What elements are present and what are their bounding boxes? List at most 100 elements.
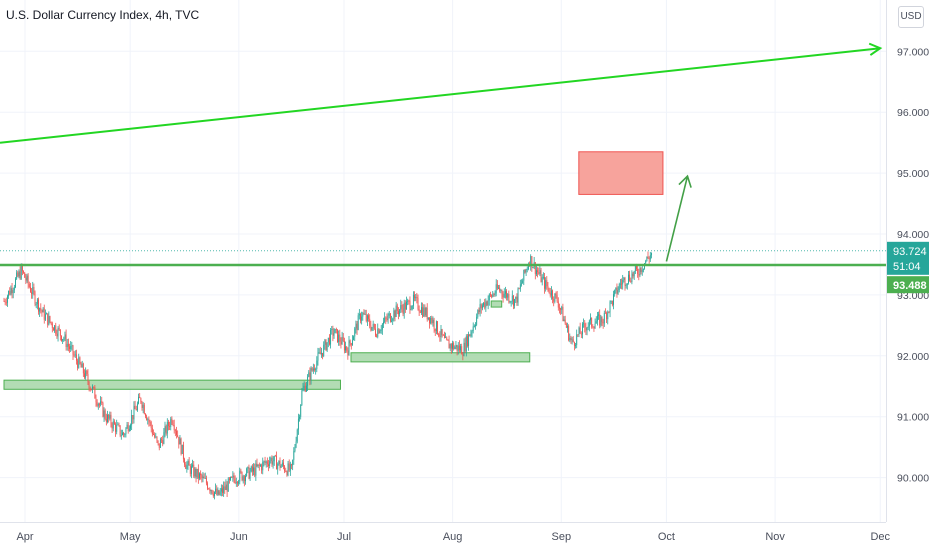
candle-body — [96, 402, 98, 406]
candle-body — [501, 290, 503, 295]
candle-body — [484, 302, 486, 308]
candle-body — [85, 370, 87, 378]
candle-body — [332, 328, 334, 336]
candle-body — [179, 438, 181, 445]
candle-body — [186, 465, 188, 469]
candle-body — [506, 291, 507, 298]
candle-body — [424, 307, 426, 316]
candle-body — [264, 461, 266, 463]
candle-body — [408, 300, 410, 302]
projection-arrow — [665, 175, 689, 262]
candle-body — [398, 310, 399, 315]
candle-body — [393, 310, 395, 319]
candle-body — [165, 426, 167, 434]
candle-body — [400, 305, 402, 310]
candle-body — [377, 328, 379, 337]
candle-body — [570, 337, 572, 340]
candle-body — [346, 346, 348, 351]
candle-body — [158, 443, 160, 448]
candle-body — [156, 436, 158, 441]
candle-body — [10, 288, 12, 295]
candle-body — [246, 468, 248, 476]
candle-body — [392, 318, 394, 321]
candle-body — [9, 290, 11, 295]
support-zone — [3, 379, 341, 390]
candle-body — [628, 274, 629, 284]
candle-body — [407, 300, 409, 302]
candle-body — [588, 320, 590, 327]
candle-body — [28, 284, 30, 287]
candle-body — [315, 368, 317, 370]
candle-body — [166, 421, 168, 434]
time-axis[interactable]: Apr May Jun Jul Aug Sep Oct Nov Dec — [16, 531, 890, 543]
currency-button[interactable]: USD — [898, 6, 924, 28]
y-tick-label: 90.000 — [897, 473, 929, 485]
candle-body — [8, 290, 10, 297]
candle-body — [263, 461, 265, 463]
candle-body — [231, 476, 233, 478]
candle-body — [247, 466, 249, 469]
candle-body — [135, 409, 137, 411]
candle-body — [11, 288, 13, 294]
candle-body — [41, 310, 43, 313]
candle-body — [441, 329, 443, 335]
candle-body — [395, 305, 397, 317]
candle-body — [57, 327, 59, 337]
candle-body — [562, 307, 564, 322]
candle-body — [561, 307, 563, 310]
candle-body — [363, 313, 365, 315]
candle-body — [636, 266, 637, 269]
candle-body — [199, 473, 200, 479]
candle-body — [93, 386, 95, 388]
candle-body — [109, 414, 111, 419]
candle-body — [276, 455, 277, 470]
candle-body — [143, 404, 145, 414]
candle-body — [249, 471, 251, 479]
candle-body — [575, 345, 576, 346]
candle-body — [245, 475, 246, 482]
candle-body — [103, 410, 105, 417]
candle-body — [233, 475, 235, 480]
candle-body — [284, 466, 286, 472]
candle-body — [214, 491, 215, 497]
candle-body — [510, 301, 512, 303]
x-tick-label: Dec — [870, 531, 890, 543]
candle-body — [634, 266, 636, 272]
candle-body — [401, 305, 403, 309]
candle-body — [102, 402, 104, 417]
candle-body — [3, 300, 5, 302]
candle-body — [82, 363, 84, 374]
candle-body — [516, 296, 518, 303]
candle-body — [559, 307, 560, 309]
candle-body — [649, 255, 651, 260]
candle-body — [157, 440, 159, 444]
candle-body — [219, 491, 221, 495]
candle-body — [113, 421, 115, 425]
candle-body — [130, 425, 131, 429]
candle-body — [500, 290, 502, 292]
candle-body — [569, 337, 571, 341]
candle-body — [396, 305, 398, 311]
candle-body — [537, 270, 539, 273]
candle-body — [545, 280, 547, 289]
candle-body — [287, 463, 289, 476]
candle-body — [355, 323, 357, 329]
trend-line — [0, 47, 881, 144]
candle-body — [433, 319, 435, 329]
candle-body — [591, 317, 593, 327]
candle-body — [475, 324, 476, 327]
candle-body — [253, 467, 254, 472]
candle-body — [590, 317, 591, 321]
candle-body — [639, 267, 641, 276]
candle-body — [226, 484, 228, 492]
candle-body — [217, 490, 219, 495]
candle-body — [248, 466, 250, 479]
candle-body — [58, 327, 60, 330]
candle-body — [579, 327, 581, 334]
candle-body — [286, 471, 288, 476]
candle-body — [274, 455, 276, 457]
candle-body — [116, 424, 118, 432]
candle-body — [457, 345, 459, 351]
